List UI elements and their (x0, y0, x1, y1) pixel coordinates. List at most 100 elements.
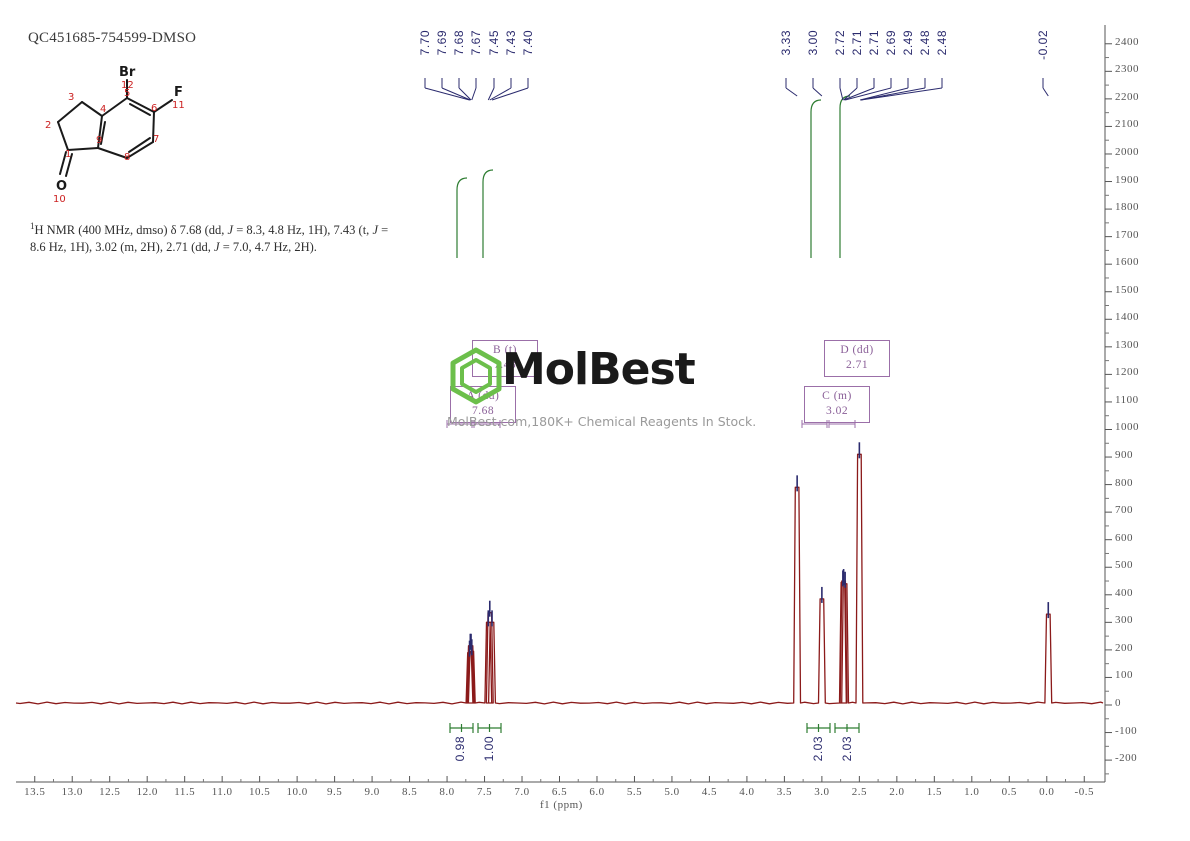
coupling-symbol-2: J (372, 223, 378, 238)
y-axis-tick-label: 1900 (1115, 173, 1139, 186)
x-axis-tick-label: 4.5 (701, 786, 718, 798)
multiplet-name: B (t) (493, 344, 517, 356)
y-axis-tick-label: 300 (1115, 614, 1133, 627)
y-axis-tick-label: 1600 (1115, 256, 1139, 269)
y-axis-tick-label: 2100 (1115, 118, 1139, 131)
x-axis-tick-label: 12.5 (99, 786, 121, 798)
x-axis-tick-label: -0.5 (1074, 786, 1094, 798)
nmr-superscript: 1 (30, 221, 35, 231)
x-axis-tick-label: 7.5 (476, 786, 493, 798)
nmr-line2-pre: (dd, (191, 240, 215, 255)
peak-shift-label: 2.48 (935, 30, 949, 56)
atom-number-7: 7 (153, 134, 159, 145)
atom-number-2: 2 (45, 120, 51, 131)
watermark-tagline: MolBest.com,180K+ Chemical Reagents In S… (447, 414, 757, 429)
peak-shift-label: 2.72 (833, 30, 847, 56)
nmr-line1-mid: = 8.3, 4.8 Hz, 1H), 7.43 (t, (233, 223, 373, 238)
watermark-wordmark: MolBest (502, 344, 696, 395)
peak-shift-label: 7.70 (418, 30, 432, 56)
x-axis-tick-label: 1.0 (964, 786, 980, 798)
molecular-structure-diagram: Br F O 1 2 3 4 5 6 7 8 9 10 11 12 (20, 50, 220, 210)
x-axis-title: f1 (ppm) (540, 799, 583, 811)
peak-shift-label: 2.71 (867, 30, 881, 56)
y-axis-tick-label: 100 (1115, 669, 1133, 682)
peak-shift-label: 3.33 (779, 30, 793, 56)
y-axis-tick-label: 1700 (1115, 228, 1139, 241)
multiplet-name: C (m) (822, 390, 852, 402)
peak-shift-label: 7.67 (469, 30, 483, 56)
integral-value-label: 2.03 (811, 736, 825, 762)
x-axis-tick-label: 2.5 (851, 786, 867, 798)
y-axis-tick-label: -100 (1115, 724, 1138, 737)
multiplet-name: D (dd) (840, 344, 874, 356)
integral-value-label: 1.00 (482, 736, 496, 762)
x-axis-tick-label: 0.0 (1039, 786, 1055, 798)
x-axis-tick-label: 4.0 (739, 786, 755, 798)
nmr-line2-post: = 7.0, 4.7 Hz, 2H). (219, 240, 317, 255)
peak-shift-label: 7.68 (452, 30, 466, 56)
x-axis-tick-label: 9.5 (326, 786, 343, 798)
x-axis-tick-label: 2.0 (889, 786, 905, 798)
x-axis-tick-label: 0.5 (1001, 786, 1017, 798)
atom-label-o: O (56, 179, 67, 194)
x-axis-tick-label: 6.0 (589, 786, 605, 798)
atom-number-6: 6 (151, 103, 157, 114)
peak-shift-label: 7.45 (487, 30, 501, 56)
y-axis-tick-label: 700 (1115, 504, 1133, 517)
atom-label-f: F (174, 85, 183, 100)
x-axis-tick-label: 10.5 (249, 786, 271, 798)
y-axis-tick-label: 1100 (1115, 393, 1139, 406)
coupling-symbol-3: J (214, 240, 220, 255)
atom-number-9: 9 (96, 135, 102, 146)
y-axis-tick-label: 1200 (1115, 366, 1139, 379)
atom-number-8: 8 (124, 152, 130, 163)
y-axis-tick-label: 600 (1115, 531, 1133, 544)
y-axis-tick-label: 2000 (1115, 145, 1139, 158)
peak-shift-label: 2.71 (850, 30, 864, 56)
atom-number-12: 12 (121, 80, 134, 91)
peak-shift-label: -0.02 (1036, 30, 1050, 60)
y-axis-tick-label: 400 (1115, 586, 1133, 599)
y-axis-tick-label: 1800 (1115, 201, 1139, 214)
y-axis-tick-label: 900 (1115, 449, 1133, 462)
multiplet-box-c[interactable]: C (m) 3.02 (804, 386, 870, 423)
multiplet-shift: 2.71 (845, 359, 869, 371)
nmr-assignment-text: 1H NMR (400 MHz, dmso) δ 7.68 (dd, J = 8… (30, 218, 390, 256)
nmr-line1-post: = 8.6 Hz, 1H), 3.02 (m, 2H), 2.71 (30, 223, 389, 255)
peak-shift-label: 7.69 (435, 30, 449, 56)
y-axis-tick-label: 2300 (1115, 63, 1139, 76)
molbest-logo-icon (447, 345, 505, 412)
y-axis-tick-label: 200 (1115, 641, 1133, 654)
x-axis-tick-label: 11.5 (174, 786, 196, 798)
x-axis-tick-label: 6.5 (551, 786, 568, 798)
peak-shift-label: 3.00 (806, 30, 820, 56)
y-axis-tick-label: 2200 (1115, 90, 1139, 103)
peak-shift-label: 2.69 (884, 30, 898, 56)
x-axis-tick-label: 3.5 (776, 786, 793, 798)
x-axis-tick-label: 1.5 (926, 786, 942, 798)
atom-number-4: 4 (100, 104, 106, 115)
x-axis-tick-label: 8.5 (401, 786, 418, 798)
atom-number-10: 10 (53, 194, 66, 205)
y-axis-tick-label: 1300 (1115, 338, 1139, 351)
integral-value-label: 2.03 (840, 736, 854, 762)
y-axis-tick-label: 800 (1115, 476, 1133, 489)
peak-shift-label: 2.48 (918, 30, 932, 56)
multiplet-box-d[interactable]: D (dd) 2.71 (824, 340, 890, 377)
x-axis-tick-label: 7.0 (514, 786, 530, 798)
atom-label-br: Br (119, 65, 136, 80)
x-axis-tick-label: 5.5 (626, 786, 643, 798)
y-axis-tick-label: 1400 (1115, 311, 1139, 324)
x-axis-tick-label: 12.0 (136, 786, 158, 798)
multiplet-shift: 7.68 (471, 405, 495, 417)
peak-shift-label: 7.43 (504, 30, 518, 56)
x-axis-tick-label: 8.0 (439, 786, 455, 798)
peak-shift-label: 7.40 (521, 30, 535, 56)
x-axis-tick-label: 5.0 (664, 786, 680, 798)
y-axis-tick-label: 2400 (1115, 35, 1139, 48)
y-axis-tick-label: 500 (1115, 559, 1133, 572)
atom-number-5: 5 (124, 88, 130, 99)
x-axis-tick-label: 3.0 (814, 786, 830, 798)
y-axis-tick-label: 0 (1115, 697, 1121, 709)
coupling-symbol-1: J (227, 223, 234, 238)
